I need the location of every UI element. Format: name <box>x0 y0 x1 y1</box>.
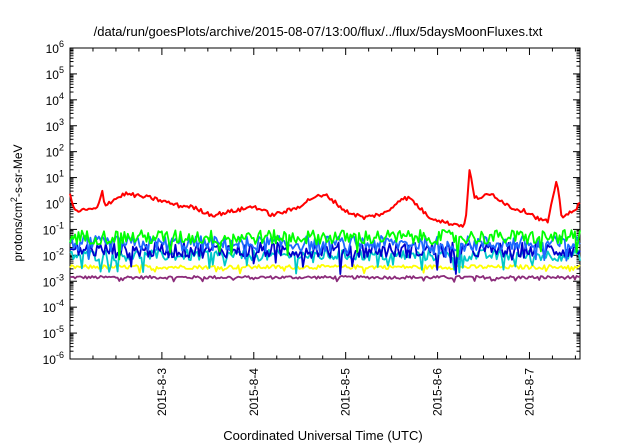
series-line-6 <box>69 274 581 283</box>
y-tick-label: 104 <box>46 91 64 108</box>
y-tick-label: 103 <box>46 117 64 134</box>
y-axis-label: protons/cm2-s-sr-MeV <box>9 144 25 261</box>
y-tick-label: 10-3 <box>43 272 64 289</box>
x-tick-label: 2015-8-3 <box>155 368 169 416</box>
data-series <box>69 169 581 283</box>
x-axis-label: Coordinated Universal Time (UTC) <box>223 428 422 443</box>
y-tick-label: 101 <box>46 169 64 186</box>
series-line-5 <box>69 263 581 275</box>
series-line-1 <box>69 229 581 261</box>
y-tick-label: 10-1 <box>43 220 64 237</box>
x-tick-label: 2015-8-7 <box>522 368 536 416</box>
x-tick-label: 2015-8-5 <box>339 368 353 416</box>
chart-title: /data/run/goesPlots/archive/2015-08-07/1… <box>94 24 543 39</box>
x-tick-label: 2015-8-6 <box>431 368 445 416</box>
y-tick-label: 106 <box>46 39 64 56</box>
y-tick-label: 10-6 <box>43 350 64 367</box>
y-tick-label: 100 <box>46 195 64 212</box>
y-tick-label: 10-2 <box>43 246 64 263</box>
y-tick-label: 10-4 <box>43 298 64 315</box>
y-tick-label: 105 <box>46 65 64 82</box>
x-axis: 2015-8-3 2015-8-4 2015-8-5 2015-8-6 2015-8-7 <box>92 48 576 416</box>
y-tick-label: 10-5 <box>43 324 64 341</box>
x-tick-label: 2015-8-4 <box>247 368 261 416</box>
y-tick-label: 102 <box>46 143 64 160</box>
y-axis: 106 105 104 103 102 101 100 10-1 10-2 10-3 10-4 10-… <box>43 39 580 367</box>
series-line-0 <box>69 169 581 228</box>
